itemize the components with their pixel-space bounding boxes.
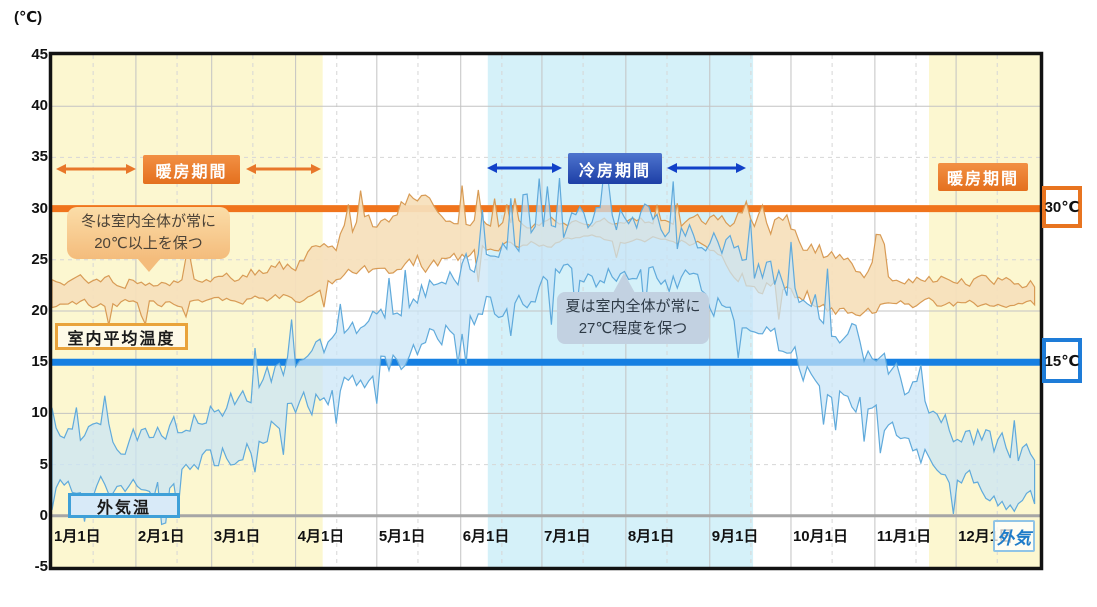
indoor-temperature-band [52, 185, 1036, 327]
outdoor-air-note: 外気 [993, 520, 1035, 552]
x-tick-month-11: 11月1日 [876, 528, 932, 545]
x-tick-month-8: 8月1日 [627, 528, 675, 545]
heating-range-arrow-head-icon [126, 164, 136, 174]
cooling-period-badge: 冷房期間 [568, 153, 662, 184]
y-tick-10: 10 [31, 404, 48, 422]
x-tick-month-1: 1月1日 [54, 528, 101, 545]
x-tick-month-7: 7月1日 [543, 528, 591, 545]
y-tick-5: 5 [39, 455, 48, 473]
x-tick-month-6: 6月1日 [462, 528, 510, 545]
cooling-range-arrow-head-icon [736, 163, 746, 173]
outdoor-series-label: 外気温 [68, 493, 180, 518]
x-tick-month-5: 5月1日 [378, 528, 426, 545]
x-tick-month-9: 9月1日 [711, 528, 759, 545]
cooling-range-arrow-head-icon [667, 163, 677, 173]
y-tick-45: 45 [31, 46, 48, 63]
cooling-range-arrow-head-icon [487, 163, 497, 173]
heating-period-badge-left: 暖房期間 [143, 155, 240, 184]
x-tick-month-2: 2月1日 [137, 528, 185, 545]
cooling-range-arrow-head-icon [552, 163, 562, 173]
heating-range-arrow-head-icon [311, 164, 321, 174]
plot-border [48, 51, 1044, 571]
y-tick-20: 20 [31, 302, 48, 319]
y-tick-0: 0 [39, 506, 48, 524]
winter-indoor-callout: 冬は室内全体が常に 20℃以上を保つ [67, 207, 230, 259]
reference-15c-label: 15℃ [1042, 338, 1082, 383]
y-axis-unit-label: (℃) [14, 9, 43, 26]
y-tick-35: 35 [31, 148, 48, 166]
heating-range-arrow-head-icon [56, 164, 66, 174]
y-tick-25: 25 [31, 250, 48, 268]
outdoor-temperature-band [52, 169, 1036, 526]
y-tick-30: 30 [31, 199, 48, 217]
x-tick-month-10: 10月1日 [792, 528, 848, 545]
y-tick-15: 15 [31, 353, 48, 371]
summer-indoor-callout: 夏は室内全体が常に 27℃程度を保つ [557, 273, 709, 344]
y-tick-40: 40 [31, 97, 48, 115]
heating-range-arrow-head-icon [246, 164, 256, 174]
reference-30c-label: 30℃ [1042, 186, 1082, 228]
heating-period-badge-right: 暖房期間 [938, 163, 1028, 191]
x-tick-month-3: 3月1日 [213, 528, 261, 545]
indoor-series-label: 室内平均温度 [55, 323, 188, 350]
x-tick-month-4: 4月1日 [297, 528, 345, 545]
y-tick--5: -5 [34, 558, 48, 575]
